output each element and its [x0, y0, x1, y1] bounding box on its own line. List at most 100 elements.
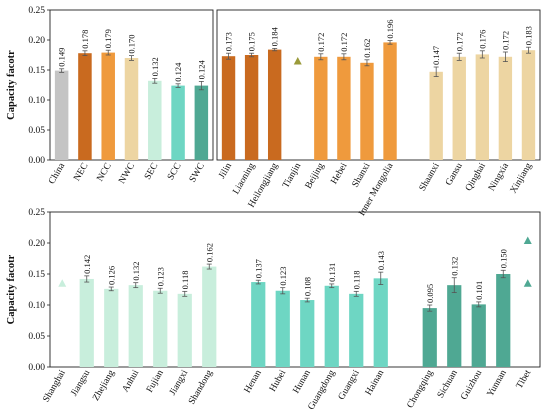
bar	[496, 274, 511, 367]
data-label: 0.150	[498, 249, 508, 268]
y-tick-label: 0.20	[28, 239, 45, 249]
bar	[324, 285, 339, 367]
data-label: 0.184	[270, 27, 280, 47]
data-label: 0.126	[106, 266, 116, 285]
bar	[177, 293, 192, 367]
x-tick-label: Shanxi	[351, 161, 373, 189]
x-tick-label: Hebei	[329, 161, 349, 186]
x-tick-label: NEC	[72, 162, 90, 183]
data-label: 0.143	[376, 251, 386, 270]
bar	[221, 56, 236, 161]
bar	[194, 85, 209, 160]
x-tick-label: Tianjin	[281, 161, 303, 190]
y-tick-label: 0.00	[28, 156, 45, 166]
x-tick-label: SEC	[143, 162, 160, 182]
x-tick-label: Beijing	[304, 161, 327, 190]
data-label: 0.149	[57, 48, 67, 67]
bar	[202, 266, 217, 367]
x-tick-label: NCC	[95, 162, 113, 184]
data-label: 0.101	[474, 281, 484, 300]
x-tick-label: Gansu	[444, 161, 465, 187]
data-label: 0.179	[103, 29, 113, 48]
x-tick-label: Shanghai	[42, 368, 69, 404]
panel-bottom: 0.00 0.05 0.10 0.15 0.20 0.25 Capacity facotr 0…	[6, 208, 541, 412]
data-label: 0.124	[196, 60, 206, 80]
bar	[251, 282, 266, 367]
x-tick-label: Henan	[243, 368, 264, 395]
data-label: 0.196	[385, 19, 395, 38]
bar	[300, 300, 315, 367]
triangle-marker	[523, 236, 532, 245]
bar	[148, 80, 162, 160]
x-tick-label: Hunan	[292, 368, 313, 395]
bar	[171, 85, 185, 160]
bar	[383, 42, 397, 160]
data-label: 0.132	[131, 262, 141, 281]
data-label: 0.162	[362, 39, 372, 58]
data-label: 0.173	[224, 32, 234, 51]
x-tick-label: Guizhou	[459, 368, 484, 402]
data-label: 0.118	[180, 271, 190, 290]
data-label: 0.124	[173, 62, 183, 82]
x-tick-label: Zhejiang	[91, 368, 117, 402]
data-label: 0.137	[253, 259, 263, 278]
x-tick-label: Yunnan	[486, 368, 509, 398]
y-tick-label: 0.20	[28, 36, 45, 46]
x-tick-label: Ningxia	[487, 161, 511, 193]
data-label: 0.176	[477, 30, 487, 49]
bar	[79, 278, 94, 367]
bar	[153, 290, 168, 367]
data-label: 0.172	[339, 33, 349, 52]
bar	[452, 56, 466, 160]
data-label: 0.132	[449, 257, 459, 276]
bar	[275, 290, 290, 367]
x-tick-label: Liaoning	[231, 161, 257, 196]
x-tick-label: Qinghai	[464, 161, 488, 193]
y-tick-label: 0.10	[28, 96, 45, 106]
bar	[498, 56, 513, 160]
x-tick-label: Fujian	[145, 368, 166, 394]
triangle-marker	[293, 57, 302, 65]
bar	[104, 288, 119, 367]
x-tick-label: Sichuan	[436, 368, 460, 400]
bar	[360, 62, 374, 160]
data-label: 0.172	[500, 31, 510, 50]
bar	[429, 71, 443, 160]
x-tick-label: Guangxi	[337, 368, 362, 402]
bar	[267, 49, 282, 160]
x-tick-label: Hainan	[364, 368, 387, 397]
data-label: 0.123	[278, 267, 288, 286]
bar	[349, 293, 364, 367]
x-tick-label: Tibet	[515, 368, 534, 390]
y-axis-label: Capacity facotr	[6, 50, 17, 120]
x-tick-label: China	[47, 161, 67, 186]
bar	[521, 50, 536, 161]
x-tick-label: Jiangsu	[69, 368, 92, 398]
data-label: 0.170	[127, 34, 137, 53]
data-label: 0.183	[523, 26, 533, 45]
bar	[373, 278, 388, 367]
data-label: 0.172	[316, 33, 326, 52]
data-label: 0.162	[204, 243, 214, 262]
y-tick-label: 0.00	[28, 363, 45, 373]
data-label: 0.131	[327, 263, 337, 282]
y-tick-label: 0.10	[28, 301, 45, 311]
data-label: 0.147	[431, 46, 441, 65]
x-tick-label: NWC	[117, 162, 137, 186]
data-label: 0.175	[247, 32, 257, 51]
data-label: 0.178	[80, 30, 90, 49]
plot-frame	[49, 211, 541, 368]
bar	[54, 70, 69, 160]
y-tick-label: 0.25	[28, 6, 45, 16]
plot-frame	[216, 9, 541, 161]
x-tick-label: Jilin	[217, 161, 234, 180]
panel-top-right: 0.173 0.175 0.184 0.172 0.172 0.162 0.196 0.147…	[216, 9, 541, 218]
x-tick-label: Shandong	[187, 368, 215, 406]
panel-top-left: 0.00 0.05 0.10 0.15 0.20 0.25 Capacity facotr 0…	[6, 6, 214, 186]
data-label: 0.095	[425, 284, 435, 303]
data-label: 0.172	[454, 32, 464, 51]
bar	[337, 56, 351, 160]
x-tick-label: SCC	[166, 162, 184, 183]
bar	[78, 53, 92, 161]
